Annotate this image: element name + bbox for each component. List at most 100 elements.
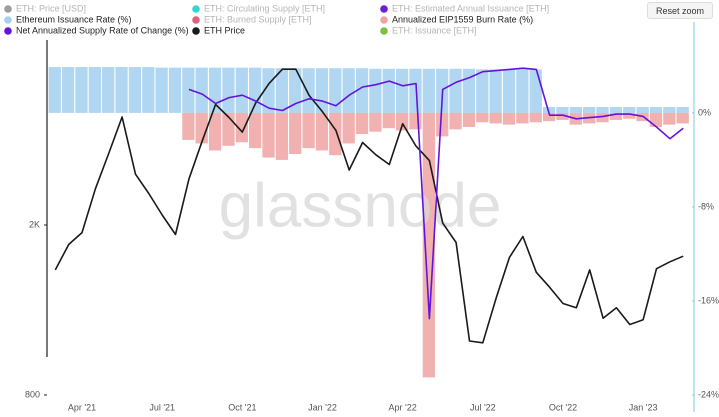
bar bbox=[409, 68, 422, 113]
bar bbox=[676, 107, 689, 113]
bar bbox=[249, 112, 262, 149]
bar bbox=[289, 112, 302, 155]
legend-label: ETH: Issuance [ETH] bbox=[392, 25, 477, 35]
bar bbox=[155, 67, 168, 113]
x-tick-label: Jul '22 bbox=[470, 402, 496, 412]
watermark: glassnode bbox=[219, 171, 502, 240]
bar bbox=[556, 112, 569, 120]
legend-item[interactable]: ETH: Price [USD] bbox=[4, 3, 86, 13]
bar bbox=[623, 112, 636, 119]
line bbox=[188, 67, 684, 320]
bar bbox=[449, 68, 462, 113]
bar bbox=[369, 68, 382, 113]
bar bbox=[542, 107, 556, 113]
legend-item[interactable]: ETH Price bbox=[192, 25, 245, 35]
legend-label: ETH: Burned Supply [ETH] bbox=[204, 14, 312, 24]
bar bbox=[61, 67, 75, 113]
bar bbox=[262, 68, 275, 113]
bar bbox=[168, 67, 182, 113]
bar bbox=[663, 107, 676, 113]
bar bbox=[48, 67, 61, 113]
bar bbox=[195, 67, 208, 113]
legend-item[interactable]: ETH: Burned Supply [ETH] bbox=[192, 14, 312, 24]
legend-marker bbox=[192, 5, 200, 13]
bar bbox=[502, 112, 516, 125]
bar bbox=[262, 112, 275, 158]
legend-marker bbox=[4, 16, 12, 24]
legend-item[interactable]: ETH: Issuance [ETH] bbox=[380, 25, 477, 35]
bar bbox=[422, 68, 435, 113]
legend-item[interactable]: Ethereum Issuance Rate (%) bbox=[4, 14, 132, 24]
bar bbox=[302, 68, 315, 113]
x-tick-label: Jul '21 bbox=[149, 402, 175, 412]
bar bbox=[329, 68, 342, 113]
bar bbox=[649, 107, 663, 113]
bar bbox=[422, 112, 435, 378]
bar bbox=[102, 67, 115, 113]
bar bbox=[569, 107, 582, 113]
bar bbox=[596, 112, 609, 123]
legend-label: ETH Price bbox=[204, 25, 245, 35]
bar bbox=[355, 112, 369, 135]
legend-marker bbox=[192, 27, 200, 35]
bar bbox=[142, 67, 155, 113]
x-tick-label: Jan '22 bbox=[308, 402, 337, 412]
bar bbox=[476, 69, 489, 113]
bar bbox=[502, 69, 516, 113]
bar bbox=[235, 112, 248, 143]
bar bbox=[195, 112, 208, 144]
legend: ETH: Price [USD] ETH: Circulating Supply … bbox=[4, 3, 549, 35]
bar bbox=[302, 112, 315, 149]
legend-marker bbox=[380, 5, 388, 13]
bar bbox=[489, 69, 502, 113]
bar bbox=[516, 112, 529, 124]
legend-marker bbox=[380, 16, 388, 24]
bar bbox=[182, 112, 195, 140]
bar bbox=[542, 112, 556, 122]
legend-item[interactable]: Net Annualized Supply Rate of Change (%) bbox=[4, 25, 189, 35]
legend-marker bbox=[4, 5, 12, 13]
bar bbox=[222, 67, 235, 113]
bar bbox=[275, 112, 289, 160]
legend-label: ETH: Price [USD] bbox=[16, 3, 86, 13]
legend-label: Ethereum Issuance Rate (%) bbox=[16, 14, 132, 24]
bar bbox=[249, 67, 262, 113]
bar bbox=[436, 112, 449, 137]
bar bbox=[529, 112, 542, 123]
bar bbox=[75, 67, 88, 113]
y2-tick-label: 0% bbox=[698, 107, 711, 117]
bar bbox=[369, 112, 382, 132]
bar bbox=[649, 112, 663, 127]
bar bbox=[115, 67, 128, 113]
bar bbox=[676, 112, 689, 124]
bar bbox=[409, 112, 422, 130]
bar bbox=[449, 112, 462, 130]
legend-label: Annualized EIP1559 Burn Rate (%) bbox=[392, 14, 533, 24]
bar bbox=[489, 112, 502, 124]
reset-zoom-button[interactable]: Reset zoom bbox=[646, 2, 713, 19]
bar bbox=[462, 112, 476, 127]
legend-item[interactable]: ETH: Circulating Supply [ETH] bbox=[192, 3, 325, 13]
bar bbox=[623, 107, 636, 113]
bar bbox=[476, 112, 489, 123]
bar bbox=[382, 68, 395, 113]
bar bbox=[663, 112, 676, 125]
bar bbox=[596, 107, 609, 113]
y-tick-label: 2K bbox=[29, 219, 40, 229]
bar bbox=[382, 112, 395, 129]
legend-marker bbox=[4, 27, 12, 35]
legend-marker bbox=[192, 16, 200, 24]
bar bbox=[395, 68, 409, 113]
y-tick-label: 800 bbox=[25, 389, 40, 399]
bar bbox=[329, 112, 342, 156]
bar bbox=[275, 68, 289, 113]
legend-item[interactable]: ETH: Estimated Annual Issuance [ETH] bbox=[380, 3, 549, 13]
bar bbox=[235, 67, 248, 113]
x-tick-label: Apr '21 bbox=[68, 402, 96, 412]
legend-item[interactable]: Annualized EIP1559 Burn Rate (%) bbox=[380, 14, 533, 24]
bar bbox=[88, 67, 101, 113]
bar bbox=[342, 112, 355, 144]
bar bbox=[636, 107, 649, 113]
